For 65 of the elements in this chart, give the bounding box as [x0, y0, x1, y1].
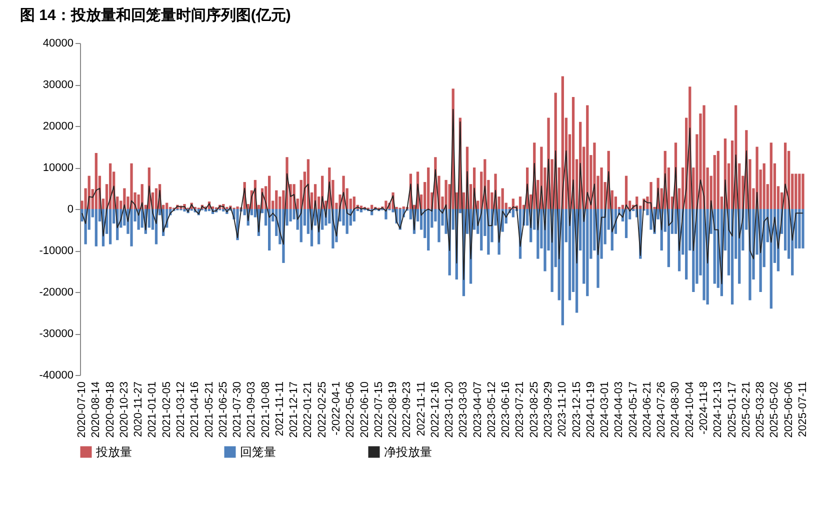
- x-tick-label: 2024-06-21: [641, 382, 654, 438]
- x-tick-label: 2022-07-15: [372, 382, 385, 438]
- x-tick-label: -2024-11-8: [698, 382, 710, 434]
- y-tick-label: -10000: [39, 245, 74, 257]
- legend-label: 投放量: [95, 445, 132, 459]
- x-tick-label: 2022-09-23: [401, 382, 414, 438]
- x-tick-label: 2025-06-06: [782, 382, 795, 438]
- x-tick-label: 2020-07-10: [76, 382, 88, 438]
- x-tick-label: 2020-08-14: [90, 382, 102, 438]
- x-tick-label: 2022-01-21: [302, 382, 314, 438]
- y-tick-label: -30000: [39, 328, 74, 340]
- x-tick-label: 2024-04-03: [613, 382, 626, 438]
- x-tick-label: 2021-09-03: [246, 382, 258, 438]
- x-tick-label: 2021-10-08: [260, 382, 272, 438]
- x-tick-label: 2021-11-11: [274, 382, 286, 436]
- x-tick-label: 2023-04-07: [472, 382, 484, 438]
- x-tick-label: 2022-08-19: [387, 382, 400, 438]
- y-tick-label: 10000: [42, 162, 74, 174]
- x-tick-label: 2024-07-26: [656, 382, 668, 438]
- x-tick-label: 2021-06-25: [217, 382, 230, 438]
- legend-label: 回笼量: [240, 445, 276, 459]
- x-tick-label: 2025-01-17: [726, 382, 738, 438]
- x-tick-label: 2025-07-11: [796, 382, 809, 437]
- y-tick-label: -20000: [39, 286, 74, 298]
- x-tick-label: 2020-10-23: [118, 382, 130, 438]
- x-tick-label: 2024-10-04: [684, 382, 696, 438]
- x-tick-label: 2021-12-17: [288, 382, 300, 438]
- x-tick-label: 2022-12-16: [429, 382, 442, 438]
- x-tick-label: 2022-05-06: [344, 382, 357, 438]
- x-tick-label: 2020-09-18: [104, 382, 116, 438]
- y-tick-label: 20000: [42, 120, 74, 132]
- x-tick-label: 2023-11-10: [556, 382, 569, 437]
- x-tick-label: 2025-03-28: [754, 382, 767, 438]
- y-tick-label: 0: [67, 204, 74, 216]
- y-tick-label: 40000: [42, 38, 74, 50]
- x-tick-label: 2024-01-19: [584, 382, 597, 438]
- x-tick-label: 2024-12-13: [712, 382, 724, 438]
- x-tick-label: 2021-02-05: [160, 382, 173, 438]
- x-tick-label: 2024-08-30: [670, 382, 682, 438]
- x-tick-label: 2025-05-02: [768, 382, 781, 438]
- x-tick-label: 2023-03-03: [458, 382, 470, 438]
- x-tick-label: 2023-07-21: [514, 382, 526, 438]
- x-tick-label: 2023-08-25: [528, 382, 540, 438]
- x-tick-label: 2023-09-29: [542, 382, 555, 438]
- x-tick-label: 2023-01-20: [444, 382, 456, 438]
- x-tick-label: 2023-06-16: [500, 382, 512, 438]
- chart-title: 图 14：投放量和回笼量时间序列图(亿元): [20, 6, 291, 24]
- x-tick-label: 2024-05-17: [627, 382, 640, 438]
- x-tick-label: 2023-05-12: [486, 382, 498, 438]
- x-tick-label: 2020-11-27: [132, 382, 145, 437]
- x-tick-label: 2022-11-11: [415, 382, 428, 436]
- x-tick-label: 2021-07-30: [232, 382, 244, 438]
- x-tick-label: 2021-01-01: [146, 382, 159, 438]
- x-tick-label: 2021-04-16: [189, 382, 202, 438]
- x-tick-label: 2023-12-15: [570, 382, 583, 438]
- y-tick-label: -40000: [39, 370, 74, 382]
- x-tick-label: 2025-02-21: [740, 382, 752, 438]
- x-tick-label: -2022-04-1: [330, 382, 342, 436]
- x-tick-label: 2024-03-01: [599, 382, 612, 438]
- x-tick-label: 2022-02-25: [316, 382, 328, 438]
- x-tick-label: 2022-06-10: [358, 382, 371, 438]
- legend-label: 净投放量: [384, 445, 432, 459]
- x-tick-label: 2021-03-12: [174, 382, 187, 438]
- y-tick-label: 30000: [42, 79, 74, 91]
- x-tick-label: 2021-05-21: [203, 382, 216, 438]
